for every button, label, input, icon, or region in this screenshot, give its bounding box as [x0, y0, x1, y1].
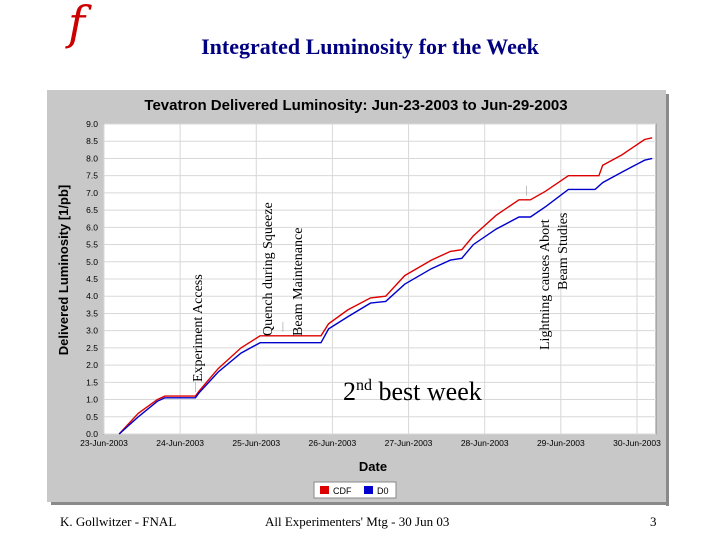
y-tick-label: 6.5 — [86, 205, 98, 215]
y-tick-label: 8.5 — [86, 136, 98, 146]
annotation-lines — [195, 185, 527, 393]
x-tick-label: 30-Jun-2003 — [613, 438, 661, 448]
annotation-experiment-access: Experiment Access — [191, 274, 206, 382]
best-week-superscript: nd — [356, 377, 372, 394]
legend-swatch-d0 — [364, 486, 373, 494]
x-tick-label: 29-Jun-2003 — [537, 438, 585, 448]
x-tick-label: 27-Jun-2003 — [385, 438, 433, 448]
annotation-best-week: 2nd best week — [343, 377, 482, 406]
grid-layer — [103, 123, 656, 435]
y-tick-label: 1.5 — [86, 377, 98, 387]
y-tick-label: 3.0 — [86, 326, 98, 336]
y-axis-label: Delivered Luminosity [1/pb] — [56, 185, 71, 355]
y-tick-label: 9.0 — [86, 119, 98, 129]
footer-author: K. Gollwitzer - FNAL — [60, 514, 177, 529]
y-tick-label: 2.5 — [86, 343, 98, 353]
annotation-quench: Quench during Squeeze — [261, 202, 276, 336]
series-line-d0 — [118, 157, 653, 435]
y-tick-label: 5.0 — [86, 257, 98, 267]
legend-label-cdf: CDF — [333, 486, 352, 496]
legend: CDF D0 — [313, 481, 397, 499]
annotation-beam-studies: Beam Studies — [556, 213, 571, 290]
series-layer — [118, 137, 653, 435]
best-week-text: best week — [372, 377, 482, 406]
x-tick-label: 26-Jun-2003 — [309, 438, 357, 448]
legend-swatch-cdf — [320, 486, 329, 494]
slide-title: Integrated Luminosity for the Week — [201, 34, 539, 59]
x-tick-label: 24-Jun-2003 — [156, 438, 204, 448]
annotation-lightning: Lightning causes Abort — [538, 219, 553, 350]
y-tick-label: 6.0 — [86, 222, 98, 232]
y-tick-label: 0.0 — [86, 429, 98, 439]
fermilab-logo: f — [68, 0, 86, 50]
y-tick-label: 4.0 — [86, 291, 98, 301]
x-tick-label: 28-Jun-2003 — [461, 438, 509, 448]
footer-page-number: 3 — [650, 514, 657, 529]
legend-label-d0: D0 — [377, 486, 389, 496]
y-tick-label: 7.5 — [86, 171, 98, 181]
y-tick-label: 8.0 — [86, 153, 98, 163]
y-tick-label: 7.0 — [86, 188, 98, 198]
x-axis-label: Date — [359, 459, 387, 474]
y-tick-label: 1.0 — [86, 395, 98, 405]
legend-box — [313, 481, 397, 499]
x-tick-label: 25-Jun-2003 — [232, 438, 280, 448]
y-tick-label: 4.5 — [86, 274, 98, 284]
annotation-beam-maintenance: Beam Maintenance — [291, 228, 306, 336]
y-tick-label: 2.0 — [86, 360, 98, 370]
y-tick-label: 0.5 — [86, 412, 98, 422]
best-week-number: 2 — [343, 377, 356, 406]
y-tick-labels: 0.0 0.5 1.0 1.5 2.0 2.5 3.0 3.5 4.0 4.5 5.0 5.5 6.0 6… — [86, 119, 98, 439]
y-tick-label: 3.5 — [86, 308, 98, 318]
panel-shadow-right — [666, 94, 669, 506]
chart-title: Tevatron Delivered Luminosity: Jun-23-20… — [144, 97, 567, 114]
series-line-cdf — [118, 137, 653, 435]
x-tick-label: 23-Jun-2003 — [80, 438, 128, 448]
footer-meeting: All Experimenters' Mtg - 30 Jun 03 — [265, 514, 450, 529]
y-tick-label: 5.5 — [86, 240, 98, 250]
x-tick-labels: 23-Jun-2003 24-Jun-2003 25-Jun-2003 26-Jun-… — [80, 438, 661, 448]
panel-shadow-bottom — [51, 502, 669, 505]
